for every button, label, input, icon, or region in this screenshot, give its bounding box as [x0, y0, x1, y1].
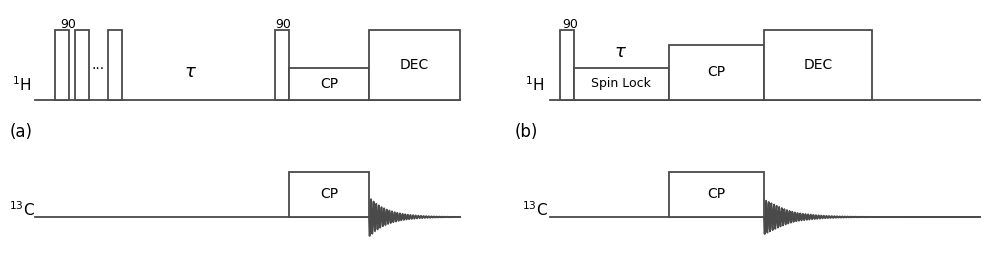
Bar [55, 30, 69, 100]
Text: DEC: DEC [399, 58, 429, 72]
Text: $^{13}$C: $^{13}$C [522, 201, 548, 219]
Bar [764, 30, 872, 100]
Text: CP: CP [707, 65, 725, 79]
Bar [289, 68, 369, 100]
Text: Spin Lock: Spin Lock [591, 78, 651, 91]
Bar [669, 172, 764, 217]
Bar [289, 172, 369, 217]
Bar [369, 30, 460, 100]
Text: ...: ... [91, 58, 105, 72]
Text: CP: CP [707, 187, 725, 201]
Text: $\tau$: $\tau$ [614, 43, 626, 61]
Text: $^{1}$H: $^{1}$H [12, 76, 32, 94]
Text: CP: CP [320, 77, 338, 91]
Bar [108, 30, 122, 100]
Text: CP: CP [320, 187, 338, 201]
Text: 90: 90 [60, 17, 76, 30]
Bar [560, 30, 574, 100]
Text: $^{1}$H: $^{1}$H [525, 76, 545, 94]
Bar [275, 30, 289, 100]
Bar [669, 45, 764, 100]
Text: 90: 90 [562, 17, 578, 30]
Text: DEC: DEC [803, 58, 833, 72]
Text: $\tau$: $\tau$ [184, 63, 196, 81]
Text: (b): (b) [515, 123, 538, 141]
Text: 90: 90 [275, 17, 291, 30]
Text: (a): (a) [10, 123, 33, 141]
Text: $^{13}$C: $^{13}$C [9, 201, 35, 219]
Bar [574, 68, 669, 100]
Bar [75, 30, 89, 100]
